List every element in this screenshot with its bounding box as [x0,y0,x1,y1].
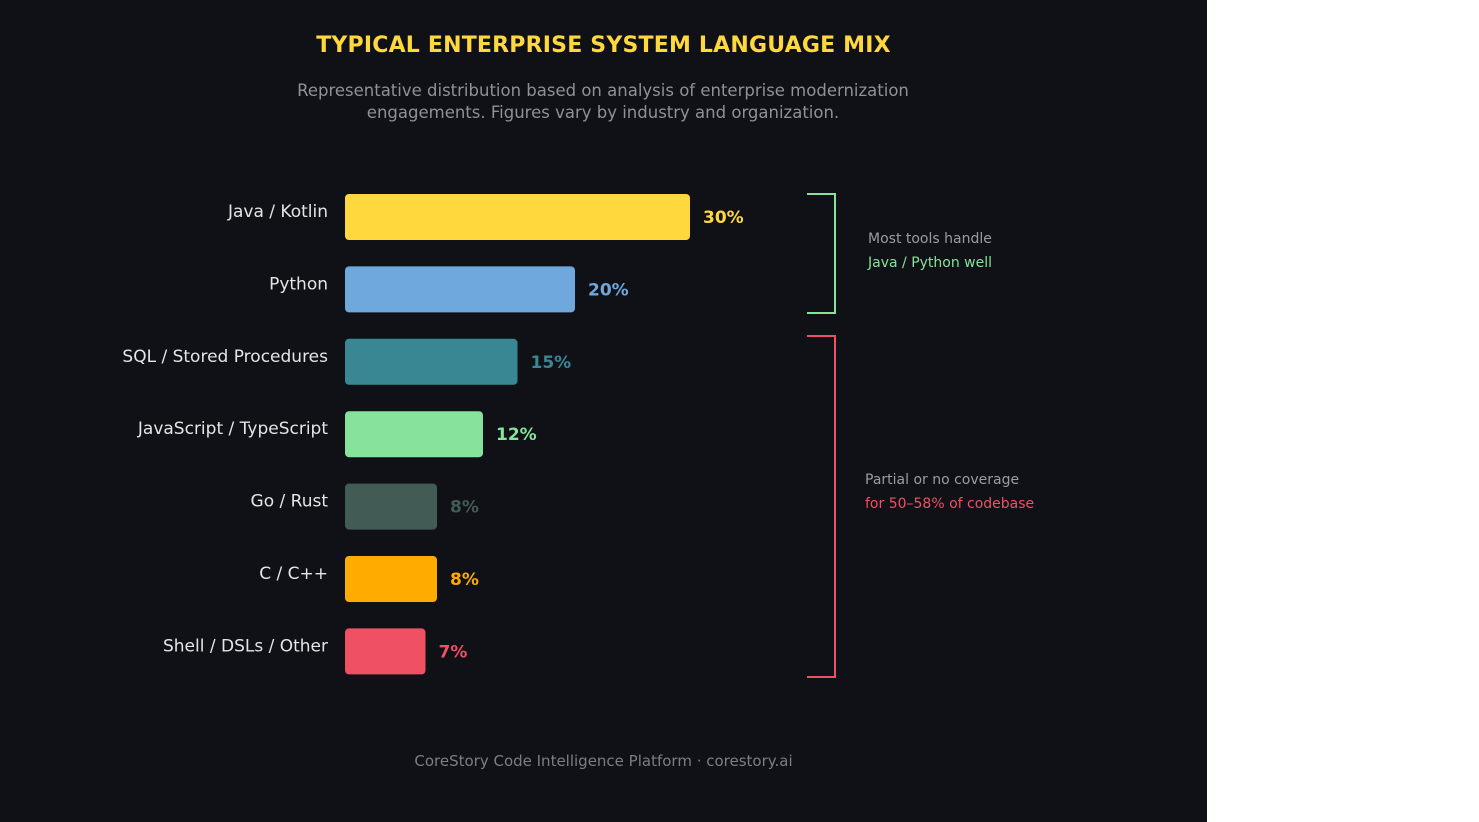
value-label-3: 12% [496,425,537,445]
bracket-unsupported [807,335,836,678]
category-label-3: JavaScript / TypeScript [137,419,328,439]
subtitle-line-2: engagements. Figures vary by industry an… [366,103,840,122]
bars-layer: Java / Kotlin 30% Python 20% SQL / Stored Pr… [122,194,744,675]
category-label-4: Go / Rust [251,492,329,512]
annotation-unsupported-line-1: Partial or no coverage [865,472,1020,488]
value-label-4: 8% [450,498,479,518]
bar-4 [345,483,437,530]
value-label-2: 15% [531,353,572,373]
value-label-6: 7% [439,642,468,662]
annotation-unsupported-line-2: for 50–58% of codebase [865,496,1035,512]
annotation-supported-line-1: Most tools handle [868,231,992,247]
value-label-5: 8% [450,570,479,590]
bar-2 [345,338,518,385]
category-label-1: Python [269,274,328,294]
bar-chart: Java / Kotlin 30% Python 20% SQL / Stored Pr… [122,193,836,678]
category-label-2: SQL / Stored Procedures [122,347,328,367]
brackets-layer [807,193,836,678]
subtitle-line-1: Representative distribution based on ana… [297,81,909,100]
bar-5 [345,556,437,602]
value-label-0: 30% [703,208,744,228]
bar-0 [345,194,690,240]
annotation-supported: Most tools handle Java / Python well [868,227,992,275]
category-label-5: C / C++ [259,564,328,584]
chart-subtitle: Representative distribution based on ana… [253,80,953,124]
chart-title: TYPICAL ENTERPRISE SYSTEM LANGUAGE MIX [316,33,891,58]
value-label-1: 20% [588,280,629,300]
footer-credit: CoreStory Code Intelligence Platform · c… [414,752,793,770]
bracket-supported [807,193,836,314]
bar-3 [345,411,483,458]
annotation-unsupported: Partial or no coverage for 50–58% of cod… [865,468,1034,516]
bar-6 [345,628,426,675]
chart-panel: TYPICAL ENTERPRISE SYSTEM LANGUAGE MIX R… [0,0,1207,822]
category-label-0: Java / Kotlin [227,202,328,222]
bar-1 [345,266,575,313]
category-label-6: Shell / DSLs / Other [163,636,328,656]
annotation-supported-line-2: Java / Python well [868,255,993,271]
